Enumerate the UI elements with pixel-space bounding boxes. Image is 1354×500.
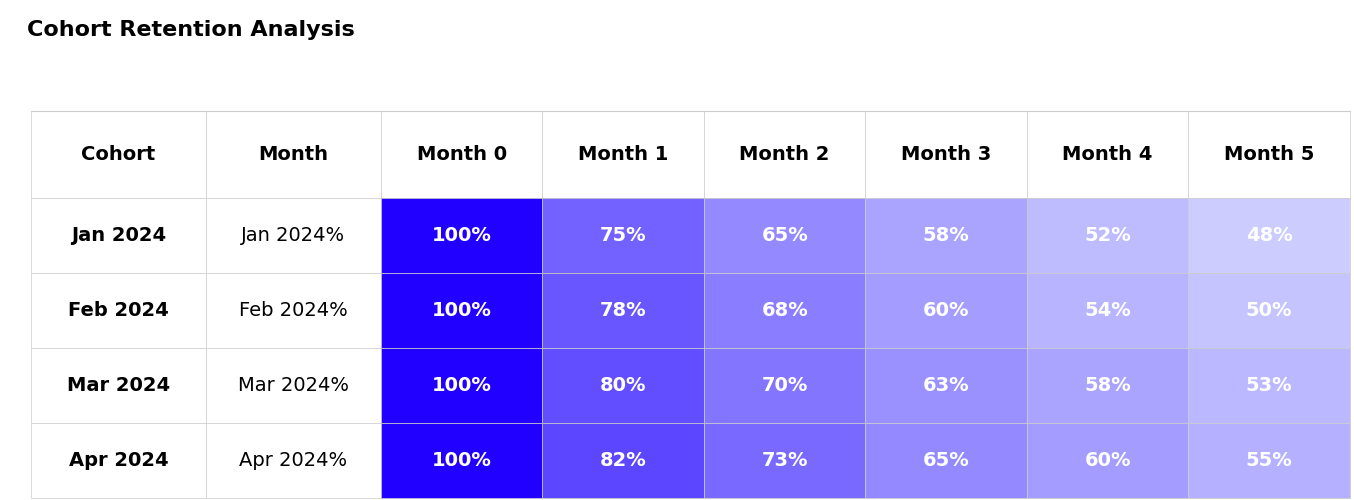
FancyBboxPatch shape bbox=[704, 198, 865, 273]
Text: 53%: 53% bbox=[1246, 376, 1293, 395]
FancyBboxPatch shape bbox=[1189, 348, 1350, 423]
FancyBboxPatch shape bbox=[1026, 348, 1189, 423]
FancyBboxPatch shape bbox=[1026, 110, 1189, 198]
FancyBboxPatch shape bbox=[31, 273, 206, 348]
FancyBboxPatch shape bbox=[543, 423, 704, 498]
Text: 70%: 70% bbox=[761, 376, 808, 395]
FancyBboxPatch shape bbox=[1026, 198, 1189, 273]
FancyBboxPatch shape bbox=[543, 198, 704, 273]
Text: Month 3: Month 3 bbox=[900, 144, 991, 164]
Text: Mar 2024: Mar 2024 bbox=[66, 376, 171, 395]
Text: 48%: 48% bbox=[1246, 226, 1293, 245]
Text: 100%: 100% bbox=[432, 376, 492, 395]
FancyBboxPatch shape bbox=[865, 348, 1026, 423]
FancyBboxPatch shape bbox=[206, 198, 380, 273]
Text: Feb 2024: Feb 2024 bbox=[68, 301, 169, 320]
FancyBboxPatch shape bbox=[865, 273, 1026, 348]
FancyBboxPatch shape bbox=[1189, 110, 1350, 198]
FancyBboxPatch shape bbox=[206, 423, 380, 498]
Text: Jan 2024%: Jan 2024% bbox=[241, 226, 345, 245]
FancyBboxPatch shape bbox=[206, 348, 380, 423]
FancyBboxPatch shape bbox=[1189, 198, 1350, 273]
Text: Month 5: Month 5 bbox=[1224, 144, 1315, 164]
FancyBboxPatch shape bbox=[543, 273, 704, 348]
Text: Month 1: Month 1 bbox=[578, 144, 669, 164]
FancyBboxPatch shape bbox=[543, 348, 704, 423]
FancyBboxPatch shape bbox=[1189, 423, 1350, 498]
Text: 63%: 63% bbox=[923, 376, 969, 395]
Text: Feb 2024%: Feb 2024% bbox=[240, 301, 348, 320]
Text: 100%: 100% bbox=[432, 301, 492, 320]
Text: 58%: 58% bbox=[1085, 376, 1131, 395]
Text: 78%: 78% bbox=[600, 301, 646, 320]
Text: 50%: 50% bbox=[1246, 301, 1292, 320]
Text: Month: Month bbox=[259, 144, 329, 164]
FancyBboxPatch shape bbox=[1189, 273, 1350, 348]
Text: Apr 2024: Apr 2024 bbox=[69, 451, 168, 470]
FancyBboxPatch shape bbox=[31, 423, 206, 498]
FancyBboxPatch shape bbox=[1026, 273, 1189, 348]
FancyBboxPatch shape bbox=[704, 348, 865, 423]
FancyBboxPatch shape bbox=[865, 198, 1026, 273]
Text: 82%: 82% bbox=[600, 451, 647, 470]
Text: 73%: 73% bbox=[761, 451, 808, 470]
Text: Mar 2024%: Mar 2024% bbox=[238, 376, 349, 395]
FancyBboxPatch shape bbox=[865, 110, 1026, 198]
Text: Cohort: Cohort bbox=[81, 144, 156, 164]
FancyBboxPatch shape bbox=[380, 273, 543, 348]
Text: Jan 2024: Jan 2024 bbox=[70, 226, 167, 245]
FancyBboxPatch shape bbox=[543, 110, 704, 198]
FancyBboxPatch shape bbox=[31, 110, 206, 198]
FancyBboxPatch shape bbox=[380, 423, 543, 498]
Text: Month 0: Month 0 bbox=[417, 144, 506, 164]
FancyBboxPatch shape bbox=[31, 198, 206, 273]
FancyBboxPatch shape bbox=[704, 273, 865, 348]
Text: Month 4: Month 4 bbox=[1063, 144, 1152, 164]
FancyBboxPatch shape bbox=[380, 110, 543, 198]
Text: 65%: 65% bbox=[923, 451, 969, 470]
Text: 65%: 65% bbox=[761, 226, 808, 245]
Text: 58%: 58% bbox=[923, 226, 969, 245]
FancyBboxPatch shape bbox=[380, 198, 543, 273]
Text: 68%: 68% bbox=[761, 301, 808, 320]
FancyBboxPatch shape bbox=[1026, 423, 1189, 498]
FancyBboxPatch shape bbox=[704, 423, 865, 498]
Text: 100%: 100% bbox=[432, 451, 492, 470]
Text: 60%: 60% bbox=[923, 301, 969, 320]
Text: Apr 2024%: Apr 2024% bbox=[240, 451, 348, 470]
Text: 55%: 55% bbox=[1246, 451, 1293, 470]
Text: 100%: 100% bbox=[432, 226, 492, 245]
Text: 80%: 80% bbox=[600, 376, 646, 395]
Text: 60%: 60% bbox=[1085, 451, 1131, 470]
FancyBboxPatch shape bbox=[206, 273, 380, 348]
Text: Cohort Retention Analysis: Cohort Retention Analysis bbox=[27, 20, 355, 40]
FancyBboxPatch shape bbox=[31, 348, 206, 423]
Text: 75%: 75% bbox=[600, 226, 646, 245]
Text: Month 2: Month 2 bbox=[739, 144, 830, 164]
FancyBboxPatch shape bbox=[865, 423, 1026, 498]
Text: 52%: 52% bbox=[1085, 226, 1131, 245]
Text: 54%: 54% bbox=[1085, 301, 1131, 320]
FancyBboxPatch shape bbox=[380, 348, 543, 423]
FancyBboxPatch shape bbox=[206, 110, 380, 198]
FancyBboxPatch shape bbox=[704, 110, 865, 198]
